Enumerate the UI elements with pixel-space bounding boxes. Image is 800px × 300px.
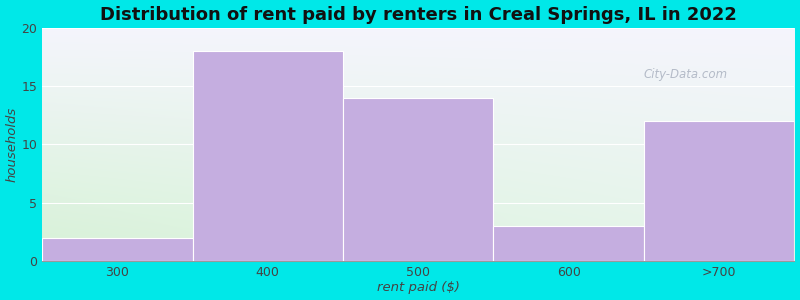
Y-axis label: households: households bbox=[6, 107, 18, 182]
Text: City-Data.com: City-Data.com bbox=[644, 68, 728, 81]
Bar bbox=[193, 51, 343, 261]
Bar bbox=[343, 98, 494, 261]
Bar bbox=[494, 226, 644, 261]
Bar bbox=[644, 121, 794, 261]
X-axis label: rent paid ($): rent paid ($) bbox=[377, 281, 460, 294]
Title: Distribution of rent paid by renters in Creal Springs, IL in 2022: Distribution of rent paid by renters in … bbox=[100, 6, 737, 24]
Bar bbox=[42, 238, 193, 261]
